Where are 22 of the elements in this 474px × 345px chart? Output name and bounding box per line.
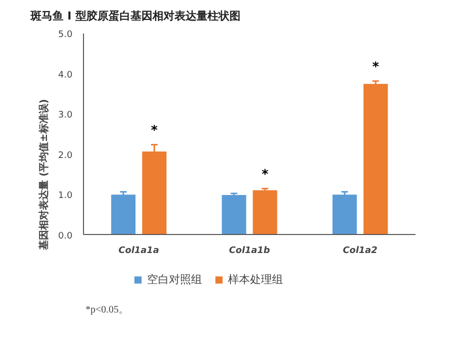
legend-label: 样本处理组 bbox=[228, 272, 283, 287]
bar bbox=[363, 84, 388, 235]
annotation: * bbox=[150, 124, 158, 139]
bar bbox=[252, 190, 278, 235]
y-tick-label: 0.0 bbox=[58, 231, 73, 242]
bar bbox=[222, 195, 246, 235]
x-tick-label: Col1a1b bbox=[229, 246, 271, 256]
legend-label: 空白对照组 bbox=[147, 272, 202, 287]
y-tick-label: 2.0 bbox=[58, 150, 73, 161]
y-tick-label: 5.0 bbox=[58, 30, 73, 40]
x-tick-label: Col1a1a bbox=[118, 246, 160, 256]
chart-title: 斑马鱼 I 型胶原蛋白基因相对表达量柱状图 bbox=[30, 10, 240, 22]
y-tick-label: 3.0 bbox=[58, 110, 73, 121]
annotation: * bbox=[262, 168, 269, 183]
bar bbox=[111, 194, 136, 235]
annotation: * bbox=[372, 60, 380, 76]
y-tick-label: 1.0 bbox=[58, 191, 73, 202]
y-axis-title: 基因相对表达量 (平均值±标准误) bbox=[38, 98, 50, 251]
bar bbox=[332, 194, 357, 235]
y-tick-label: 4.0 bbox=[58, 70, 73, 80]
text: *p<0.05。 bbox=[86, 304, 129, 316]
x-tick-label: Col1a2 bbox=[342, 246, 378, 256]
